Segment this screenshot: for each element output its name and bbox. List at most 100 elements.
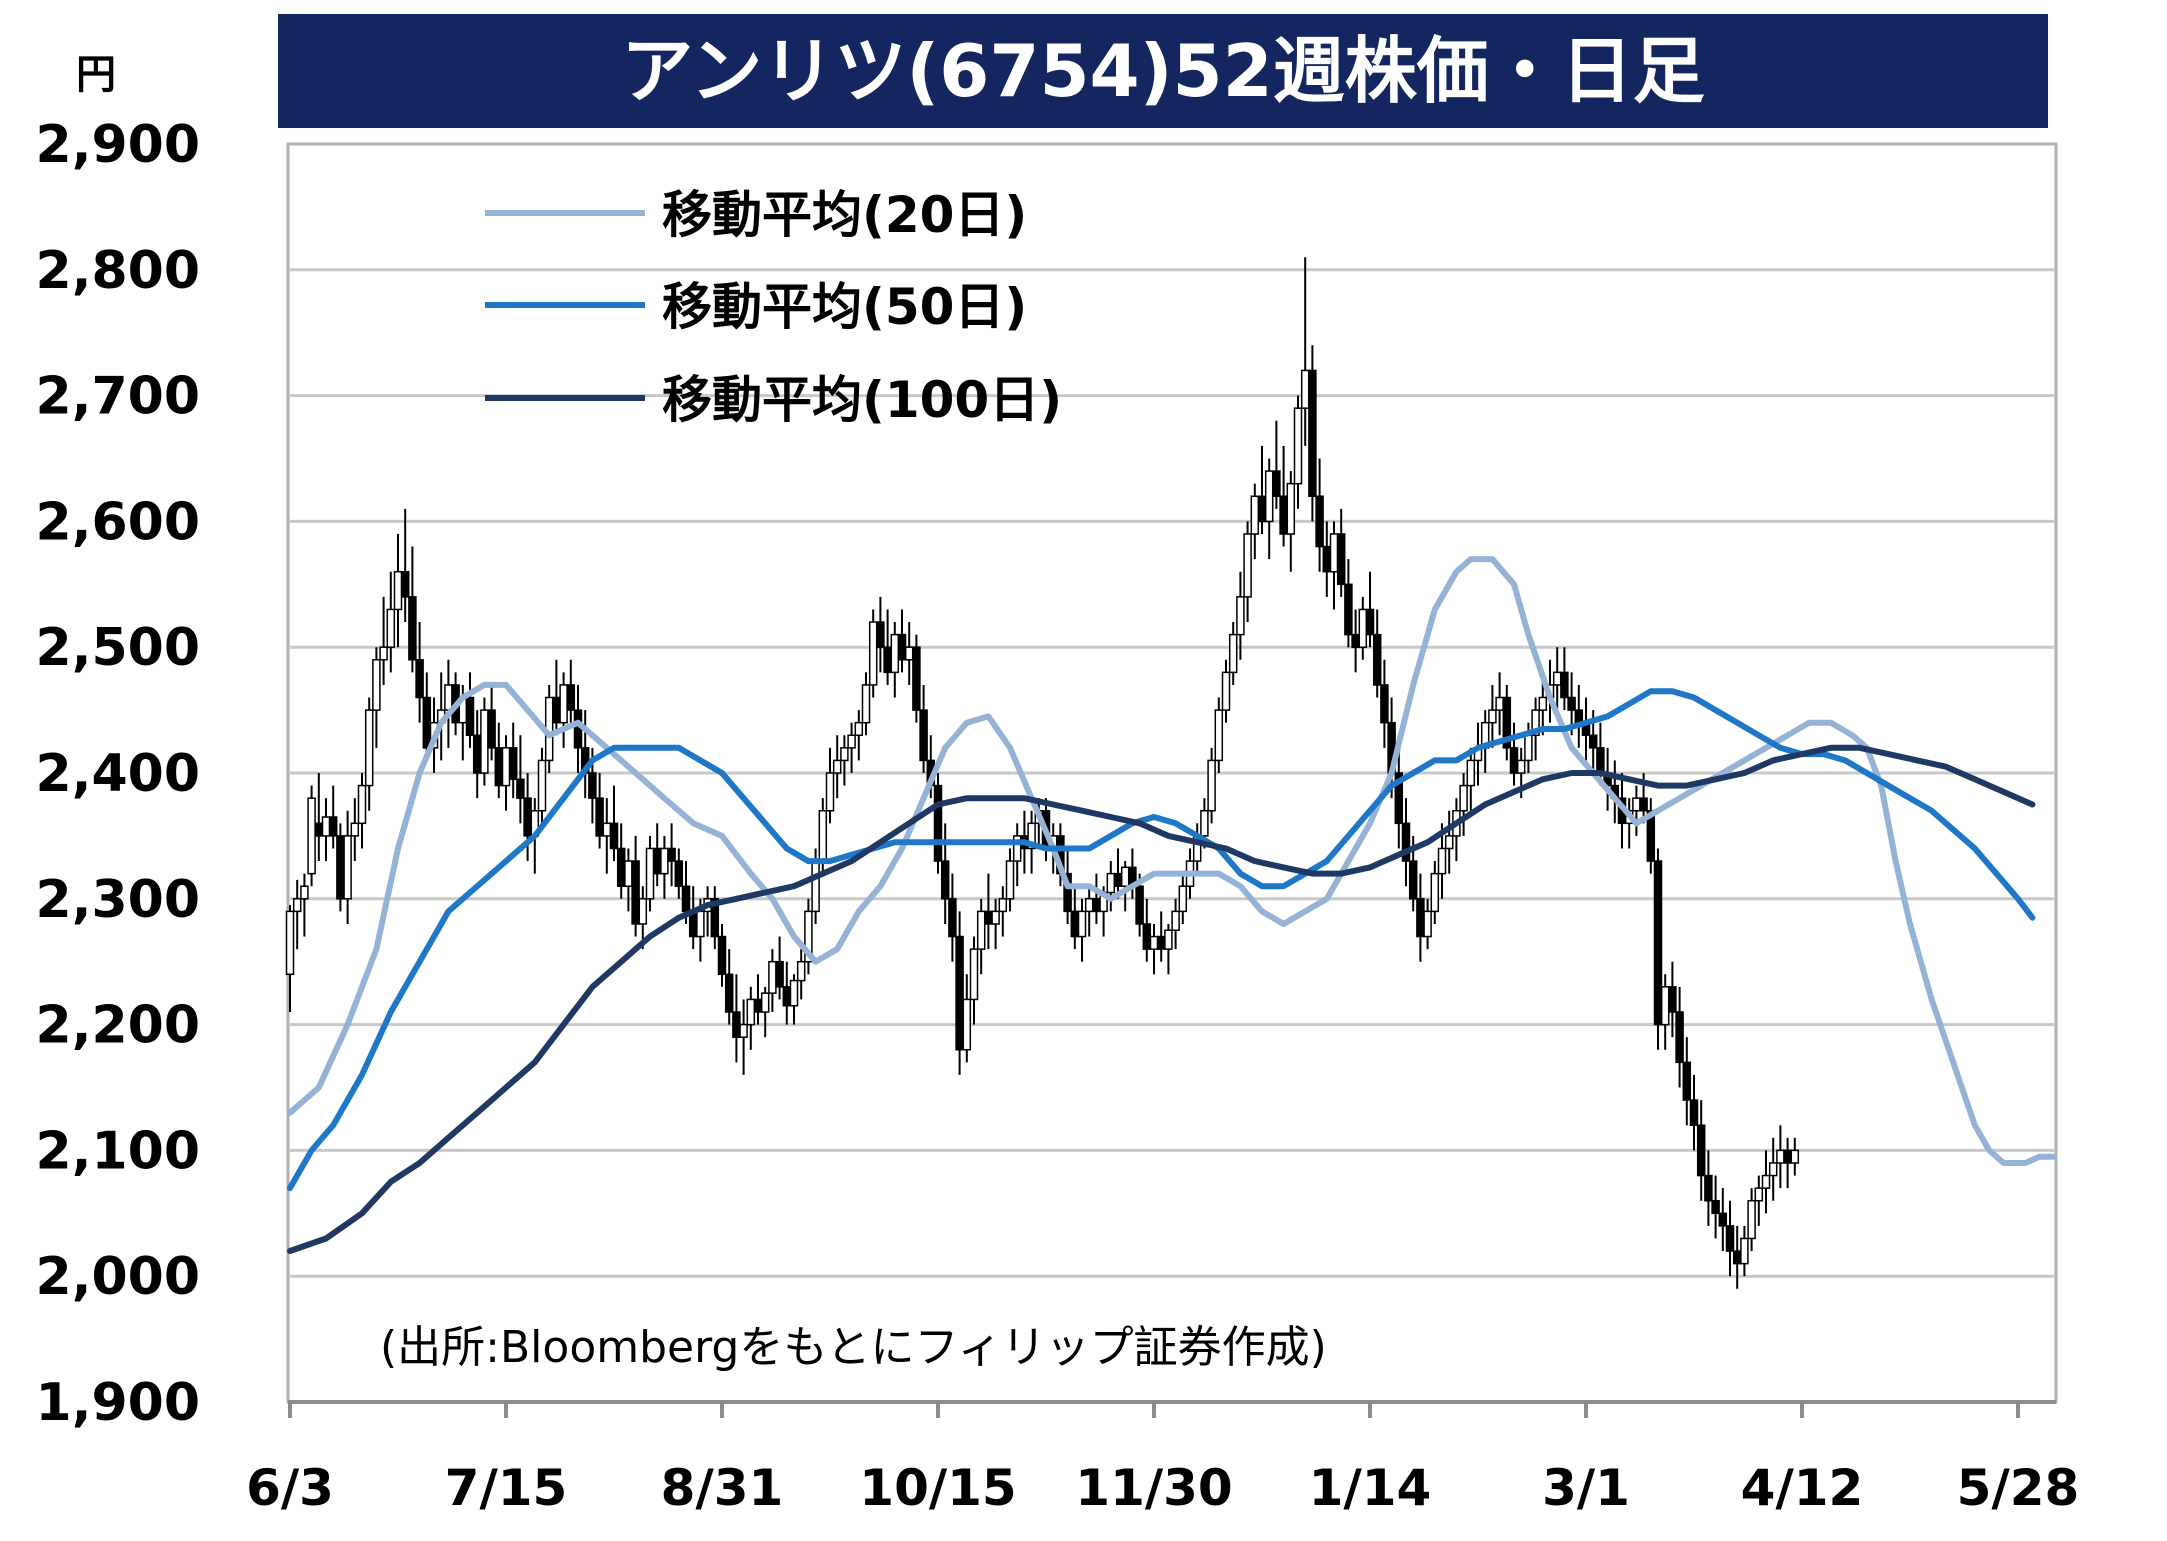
candle-body-down <box>1092 898 1101 913</box>
candle-body-down <box>753 998 763 1013</box>
candle-body-down <box>667 847 676 862</box>
candle-body-up <box>998 898 1008 913</box>
candle-body-down <box>1257 495 1267 523</box>
x-tick-label: 11/30 <box>1075 1459 1232 1517</box>
candle-body-up <box>1430 872 1440 913</box>
candle-body-up <box>861 684 871 724</box>
x-axis: 6/3 7/15 8/31 10/15 11/30 1/14 3/1 4/12 5/28 <box>246 1400 2080 1517</box>
candle-body-down <box>1502 696 1512 749</box>
candle-body-down <box>1560 671 1569 699</box>
candle-body-up <box>1466 759 1476 787</box>
candle-body-up <box>746 998 756 1026</box>
candle-body-down <box>1351 633 1360 648</box>
candle-body-up <box>300 885 309 900</box>
x-tick-label: 1/14 <box>1309 1459 1432 1517</box>
candle-body-up <box>602 822 612 837</box>
candle-body-up <box>624 860 633 887</box>
legend: 移動平均(20日) 移動平均(50日) 移動平均(100日) <box>485 186 1062 429</box>
candle-body-down <box>919 709 928 762</box>
candle-body-down <box>897 633 907 661</box>
candle-body-down <box>1344 583 1353 636</box>
candle-body-up <box>1459 784 1468 812</box>
candle-body-down <box>876 621 885 648</box>
candle-body-down <box>782 986 792 1007</box>
ma50-line <box>287 688 2036 1192</box>
candle-body-up <box>1632 797 1641 812</box>
candle-body-down <box>422 696 432 749</box>
x-tick-label: 5/28 <box>1957 1459 2080 1517</box>
candle-body-up <box>976 910 986 950</box>
candle-body-down <box>1336 533 1346 586</box>
candle-body-up <box>832 759 842 774</box>
x-tick-label: 8/31 <box>661 1459 784 1517</box>
candle-body-up <box>645 847 655 900</box>
candle-body-down <box>631 860 640 925</box>
candle-body-down <box>508 747 518 781</box>
candle-body-up <box>1106 872 1116 894</box>
candle-body-down <box>1639 797 1648 812</box>
candle-body-down <box>1596 747 1605 774</box>
candle-body-down <box>681 885 691 913</box>
candle-body-up <box>379 646 388 661</box>
candle-body-down <box>566 684 576 711</box>
candle-body-up <box>868 621 878 686</box>
candle-body-up <box>847 734 856 749</box>
candle-body-up <box>372 659 381 711</box>
candle-body-up <box>1747 1199 1756 1240</box>
y-tick-label: 2,100 <box>36 1121 200 1181</box>
candle-body-up <box>343 835 352 900</box>
candle-body-down <box>1682 1061 1692 1101</box>
candle-body-up <box>559 684 568 724</box>
candle-body-down <box>940 860 950 900</box>
candle-body-down <box>883 646 892 674</box>
candle-body-up <box>890 633 900 674</box>
candle-body-up <box>480 709 489 774</box>
candle-body-down <box>1732 1250 1742 1265</box>
candle-body-up <box>285 910 295 976</box>
candle-body-up <box>1300 369 1310 409</box>
candlesticks <box>285 257 1800 1289</box>
legend-label-ma100: 移動平均(100日) <box>662 371 1062 429</box>
candle-body-down <box>1646 809 1656 862</box>
candle-body-down <box>1783 1149 1792 1164</box>
candle-body-up <box>292 898 302 913</box>
candle-body-up <box>444 684 453 711</box>
y-tick-label: 2,300 <box>36 870 200 930</box>
candle-body-down <box>732 1011 741 1038</box>
candle-body-down <box>1416 898 1425 938</box>
candle-body-up <box>991 910 1000 925</box>
y-tick-label: 2,200 <box>36 996 200 1056</box>
candle-body-up <box>386 608 396 648</box>
candle-body-up <box>1552 671 1562 686</box>
candle-body-up <box>1236 596 1245 636</box>
candle-body-down <box>1142 923 1152 950</box>
candle-body-up <box>537 759 547 812</box>
candle-body-down <box>1380 684 1389 724</box>
candle-body-up <box>1761 1174 1771 1189</box>
x-tick-label: 10/15 <box>859 1459 1016 1517</box>
candle-body-up <box>1740 1237 1749 1265</box>
candle-body-up <box>811 860 820 913</box>
candle-body-down <box>1322 545 1332 573</box>
y-tick-label: 2,900 <box>36 115 200 175</box>
candle-body-up <box>1264 470 1274 523</box>
candle-body-down <box>717 935 727 976</box>
candle-body-down <box>415 659 424 699</box>
ma20-line <box>287 556 2057 1166</box>
candle-body-down <box>1509 747 1519 774</box>
candle-body-up <box>1120 866 1130 887</box>
y-axis-labels: 1,900 2,000 2,100 2,200 2,300 2,400 2,500 2,600… <box>36 115 200 1433</box>
candle-body-down <box>328 816 338 837</box>
candle-body-down <box>1696 1124 1706 1177</box>
candle-body-down <box>1308 369 1317 497</box>
source-note: (出所:Bloombergをもとにフィリップ証券作成) <box>380 1322 1327 1373</box>
candle-body-down <box>609 822 619 850</box>
candle-body-up <box>357 784 367 825</box>
candle-body-down <box>588 772 597 799</box>
candle-body-up <box>1221 671 1231 711</box>
candle-body-down <box>487 709 496 749</box>
candle-body-up <box>1243 533 1252 598</box>
y-tick-label: 2,000 <box>36 1247 200 1307</box>
candle-body-down <box>1675 1011 1684 1064</box>
candle-body-up <box>501 747 511 787</box>
